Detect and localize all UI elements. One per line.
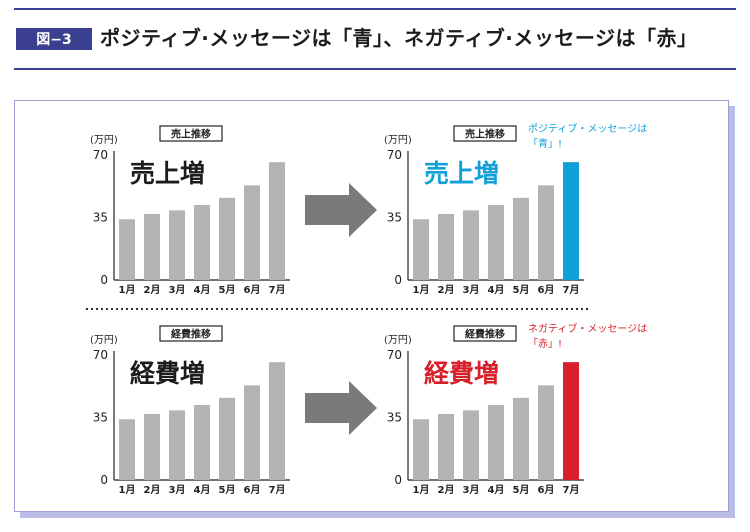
bar-5月: [219, 397, 235, 480]
right-arrow-1: [305, 183, 377, 237]
bar-1月: [119, 219, 135, 280]
chart-title-box: [159, 125, 223, 142]
bar-4月: [488, 205, 504, 280]
chart-title-label: 経費推移: [171, 328, 211, 341]
bar-2月: [144, 213, 160, 280]
bar-7月: [269, 162, 285, 280]
bar-6月: [244, 185, 260, 280]
bar-7月: [269, 362, 285, 480]
y-axis-unit-label: (万円): [384, 335, 412, 346]
chart-title-label: 売上推移: [465, 128, 505, 141]
emphasis-label: 売上増: [130, 159, 205, 188]
y-tick-label: 70: [93, 348, 108, 362]
y-tick-label: 70: [387, 348, 402, 362]
figure-label-badge: 図−3: [16, 28, 92, 50]
y-axis-unit-label: (万円): [90, 335, 118, 346]
x-category-label: 7月: [269, 484, 286, 496]
y-tick-label: 35: [93, 211, 108, 225]
bar-6月: [538, 185, 554, 280]
x-category-label: 7月: [269, 284, 286, 296]
y-axis-unit-label: (万円): [384, 135, 412, 146]
y-tick-label: 70: [93, 148, 108, 162]
emphasis-label: 経費増: [424, 359, 499, 388]
x-category-label: 6月: [538, 484, 555, 496]
x-category-label: 4月: [194, 484, 211, 496]
x-category-label: 7月: [563, 284, 580, 296]
x-category-label: 3月: [169, 484, 186, 496]
x-category-label: 3月: [169, 284, 186, 296]
x-category-label: 6月: [244, 484, 261, 496]
emphasis-label: 売上増: [424, 159, 499, 188]
callout-note-line: ポジティブ・メッセージは: [528, 122, 647, 135]
y-tick-label: 0: [100, 273, 108, 287]
x-category-label: 5月: [513, 484, 530, 496]
bar-5月: [513, 397, 529, 480]
x-category-label: 1月: [119, 284, 136, 296]
bar-4月: [488, 405, 504, 480]
x-category-label: 4月: [488, 284, 505, 296]
y-tick-label: 0: [394, 273, 402, 287]
header-top-rule: [14, 8, 736, 10]
bar-3月: [463, 410, 479, 480]
header-bottom-rule: [14, 68, 736, 70]
bar-1月: [413, 419, 429, 480]
x-category-label: 2月: [144, 284, 161, 296]
x-category-label: 1月: [119, 484, 136, 496]
x-category-label: 5月: [219, 284, 236, 296]
x-category-label: 1月: [413, 484, 430, 496]
bar-2月: [438, 213, 454, 280]
x-category-label: 3月: [463, 284, 480, 296]
x-category-label: 6月: [538, 284, 555, 296]
chart-title-label: 経費推移: [465, 328, 505, 341]
x-category-label: 1月: [413, 284, 430, 296]
figure-title: ポジティブ·メッセージは「青」、ネガティブ·メッセージは「赤」: [100, 26, 698, 50]
bar-3月: [169, 210, 185, 280]
emphasis-label: 経費増: [130, 359, 205, 388]
x-category-label: 7月: [563, 484, 580, 496]
bar-7月: [563, 362, 579, 480]
bar-chart-4: (万円) 経費推移 0 35 70 1月 2月 3月 4月 5月 6月 7月 経費増 ネガティブ・メッセー…: [384, 322, 647, 496]
y-tick-label: 0: [394, 473, 402, 487]
bar-1月: [119, 419, 135, 480]
bar-chart-2: (万円) 売上推移 0 35 70 1月 2月 3月 4月 5月 6月 7月 売上増 ポジティブ・メッセー…: [384, 122, 647, 296]
x-category-label: 4月: [488, 484, 505, 496]
bar-1月: [413, 219, 429, 280]
bar-3月: [169, 410, 185, 480]
y-tick-label: 35: [93, 411, 108, 425]
x-category-label: 3月: [463, 484, 480, 496]
bar-6月: [538, 385, 554, 480]
y-tick-label: 35: [387, 411, 402, 425]
x-category-label: 4月: [194, 284, 211, 296]
bar-6月: [244, 385, 260, 480]
x-category-label: 5月: [219, 484, 236, 496]
bar-chart-1: (万円) 売上推移 0 35 70 1月 2月 3月 4月 5月 6月 7月 売上増: [90, 125, 290, 296]
bar-4月: [194, 405, 210, 480]
bar-2月: [438, 413, 454, 480]
x-category-label: 2月: [438, 284, 455, 296]
chart-title-box: [453, 125, 517, 142]
chart-title-box: [453, 325, 517, 342]
callout-note-line: 「赤」!: [528, 338, 562, 350]
bar-4月: [194, 205, 210, 280]
right-arrow-2: [305, 381, 377, 435]
x-category-label: 2月: [144, 484, 161, 496]
y-tick-label: 70: [387, 148, 402, 162]
bar-5月: [219, 197, 235, 280]
y-axis-unit-label: (万円): [90, 135, 118, 146]
x-category-label: 5月: [513, 284, 530, 296]
x-category-label: 2月: [438, 484, 455, 496]
x-category-label: 6月: [244, 284, 261, 296]
bar-chart-3: (万円) 経費推移 0 35 70 1月 2月 3月 4月 5月 6月 7月 経費増: [90, 325, 290, 496]
y-tick-label: 0: [100, 473, 108, 487]
chart-title-label: 売上推移: [171, 128, 211, 141]
bar-2月: [144, 413, 160, 480]
callout-note-line: ネガティブ・メッセージは: [528, 322, 647, 335]
y-tick-label: 35: [387, 211, 402, 225]
bar-5月: [513, 197, 529, 280]
callout-note-line: 「青」!: [528, 137, 562, 150]
bar-3月: [463, 210, 479, 280]
bar-7月: [563, 162, 579, 280]
chart-title-box: [159, 325, 223, 342]
